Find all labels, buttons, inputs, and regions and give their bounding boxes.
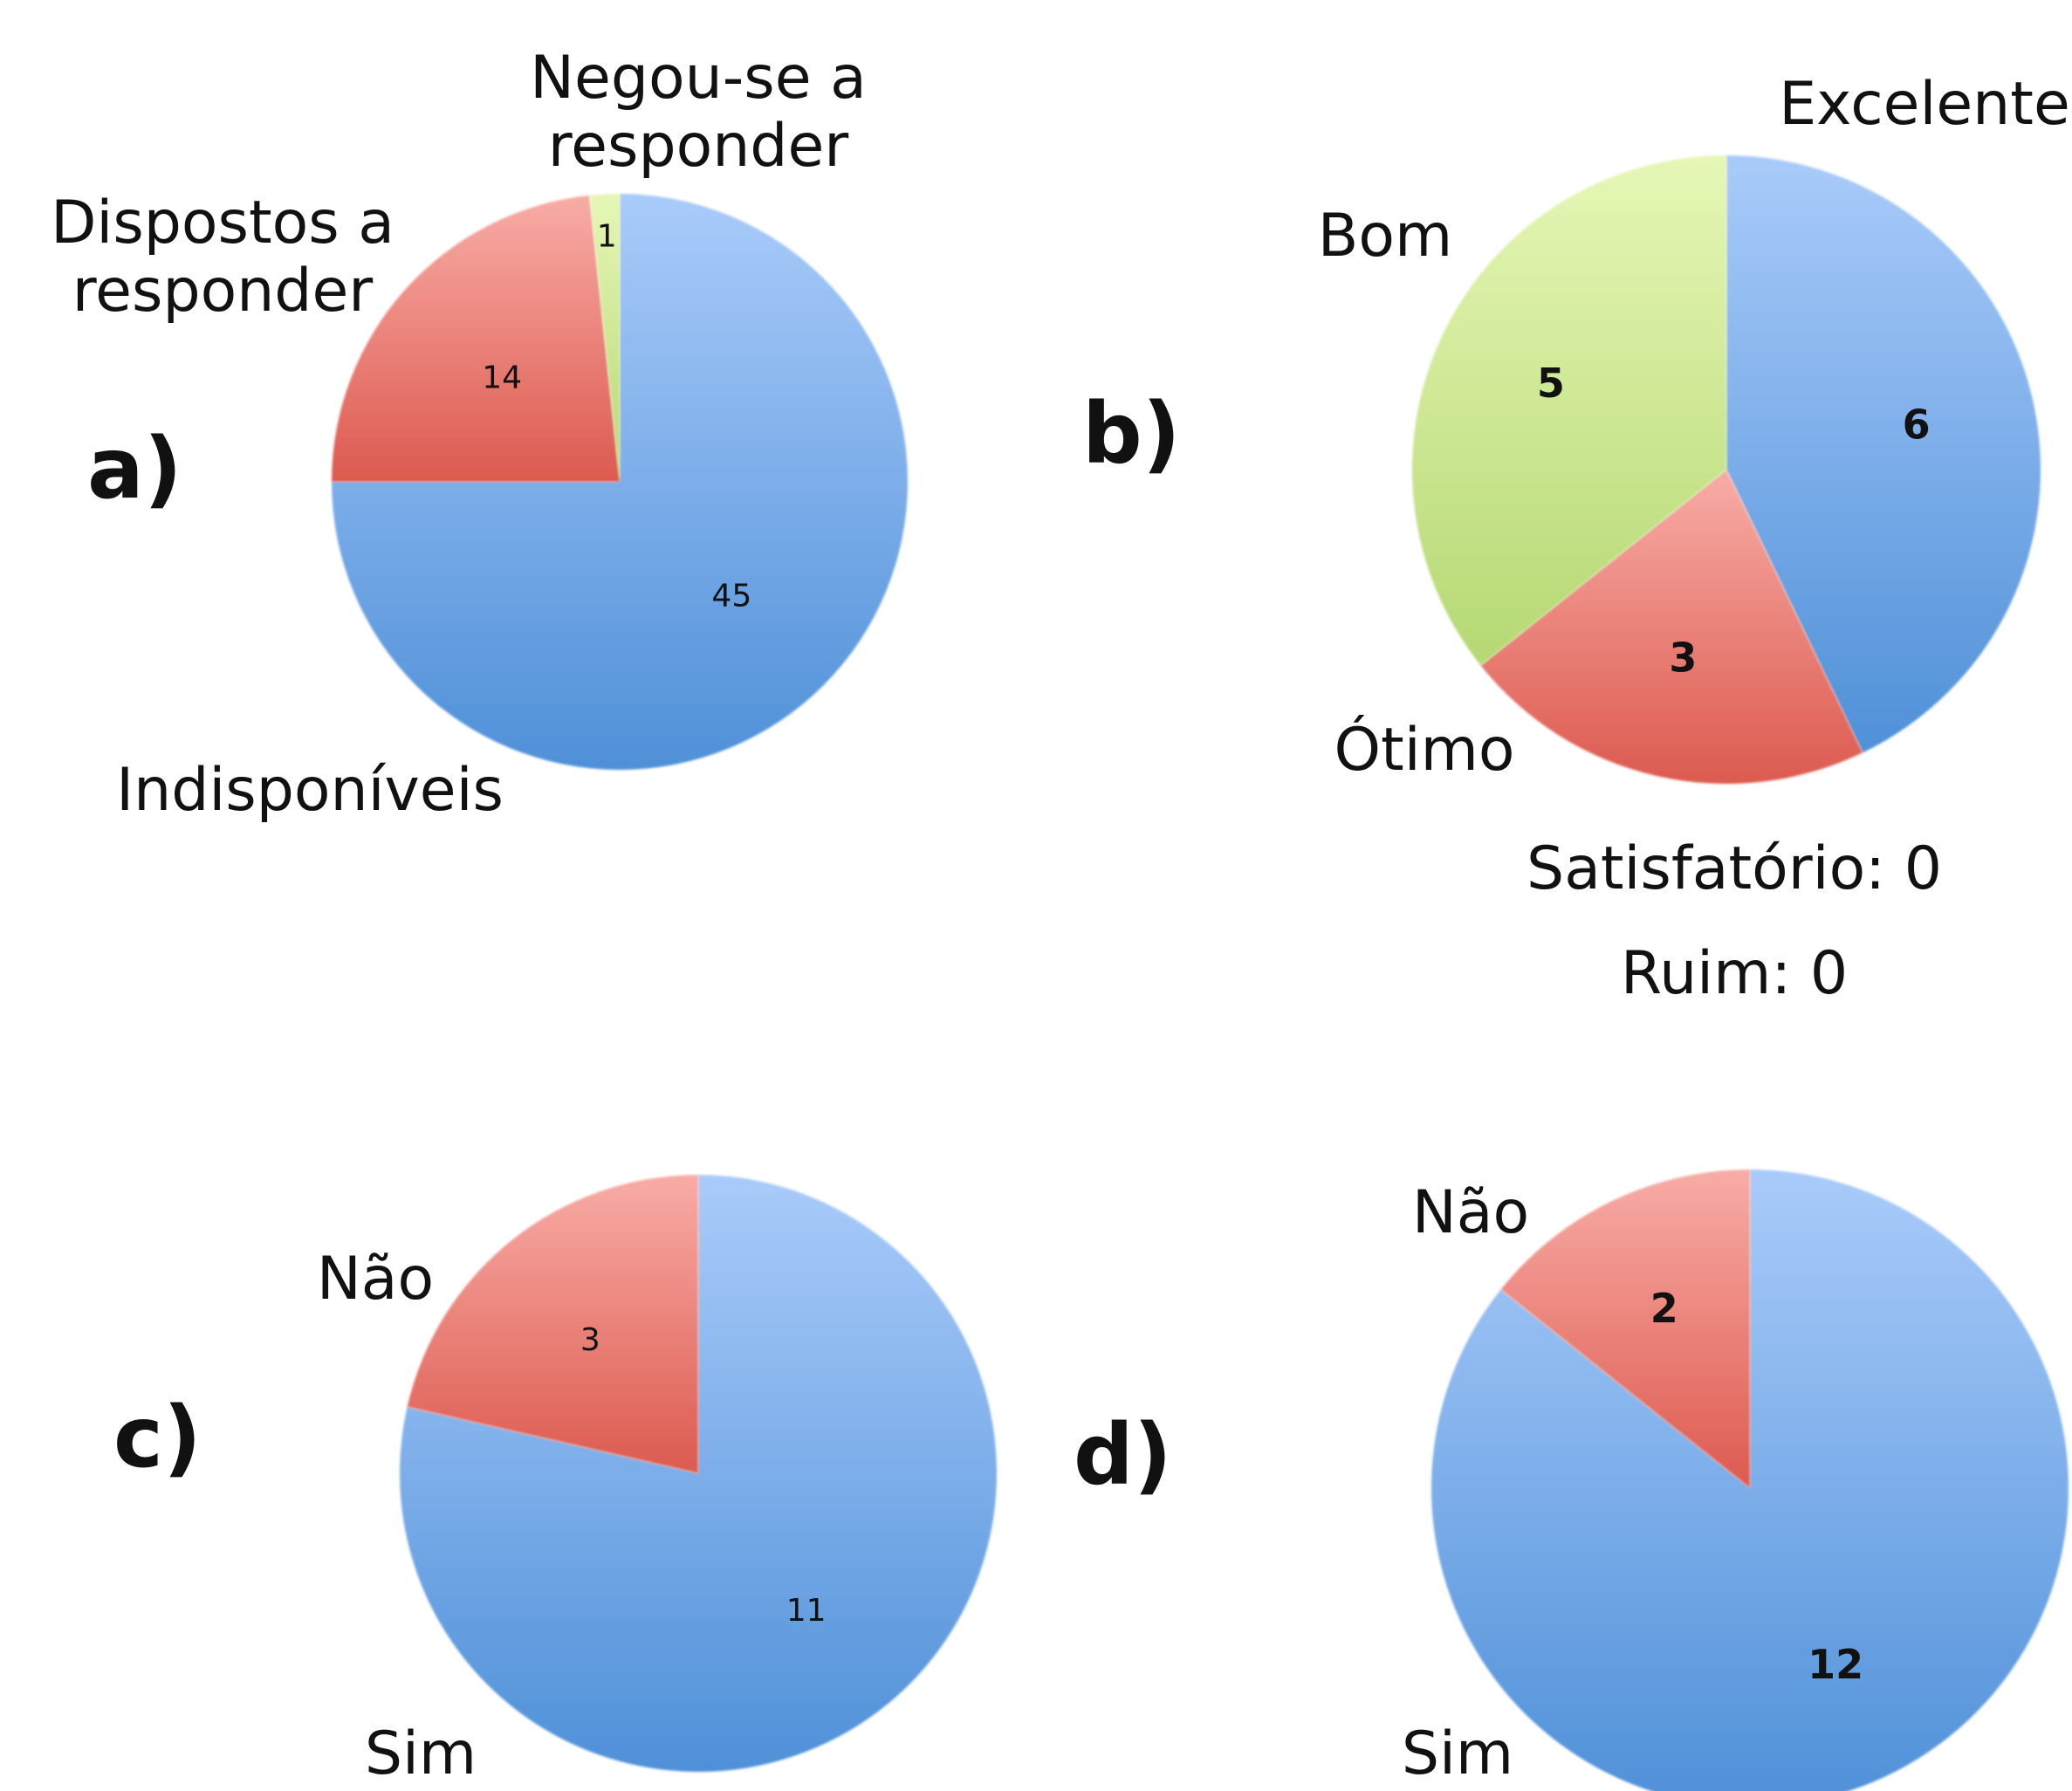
category-label-bom: Bom — [1318, 202, 1453, 271]
category-label-negou-line2: responder — [548, 112, 849, 181]
panel-label-a: a) — [87, 420, 182, 518]
pie-slice-a-1 — [332, 195, 620, 482]
note-satisfatorio: Satisfatório: 0 — [1527, 834, 1942, 903]
category-label-indisponiveis: Indisponíveis — [116, 756, 504, 825]
pie-slice-d-0 — [1431, 1170, 2069, 1791]
pie-slice-b-2 — [1412, 155, 1726, 666]
category-label-nao-d: Não — [1412, 1178, 1529, 1247]
category-label-negou-line1: Negou-se a — [530, 44, 867, 113]
data-label-d-0: 12 — [1808, 1641, 1863, 1688]
data-label-c-1: 3 — [580, 1322, 600, 1358]
pie-chart-c: 11 3 — [400, 1174, 997, 1772]
category-label-excelente: Excelente — [1779, 70, 2070, 139]
category-label-sim-d: Sim — [1402, 1719, 1513, 1788]
category-label-dispostos-line1: Dispostos a — [51, 189, 395, 257]
pie-slice-b-1 — [1480, 470, 1863, 785]
data-label-a-0: 45 — [711, 578, 751, 614]
pie-slice-c-1 — [407, 1174, 698, 1473]
panel-label-b: b) — [1082, 385, 1181, 483]
data-label-a-1: 14 — [482, 360, 522, 396]
category-label-nao-c: Não — [317, 1245, 434, 1314]
data-label-c-0: 11 — [786, 1593, 827, 1629]
data-label-b-1: 3 — [1669, 635, 1697, 682]
data-label-b-0: 6 — [1903, 401, 1931, 448]
data-label-a-2: 1 — [597, 219, 617, 255]
pie-slice-a-2 — [589, 194, 620, 482]
data-label-d-1: 2 — [1650, 1285, 1678, 1332]
data-label-b-2: 5 — [1537, 360, 1565, 407]
panel-label-c: c) — [113, 1389, 202, 1486]
pie-slice-b-0 — [1726, 155, 2041, 753]
pie-chart-b: 6 3 5 — [1412, 155, 2041, 785]
panel-label-d: d) — [1074, 1406, 1172, 1504]
pie-slice-d-1 — [1500, 1169, 1750, 1488]
pie-chart-d: 12 2 — [1431, 1169, 2069, 1791]
category-label-otimo: Ótimo — [1334, 715, 1515, 785]
category-label-sim-c: Sim — [365, 1719, 477, 1788]
category-label-dispostos-line2: responder — [72, 257, 374, 326]
pie-chart-a: 45 14 1 — [332, 194, 908, 770]
note-ruim: Ruim: 0 — [1621, 939, 1848, 1008]
